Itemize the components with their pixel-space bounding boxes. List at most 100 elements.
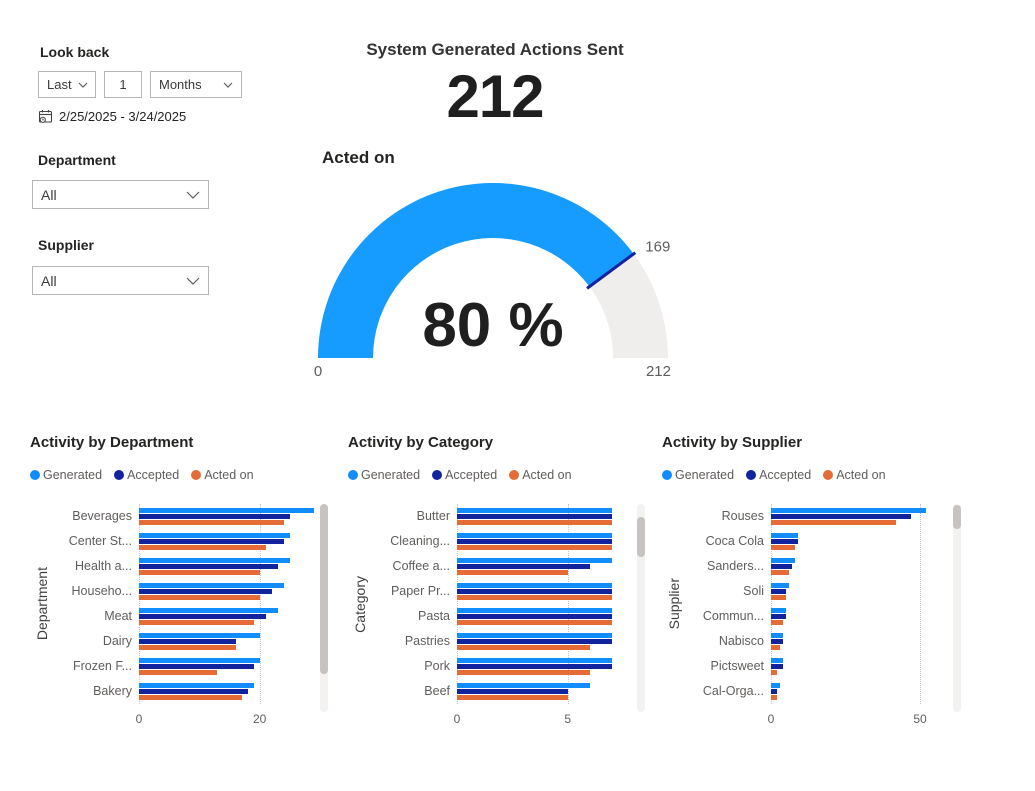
bar-generated[interactable] [139, 633, 260, 638]
scrollbar-thumb[interactable] [637, 517, 645, 557]
bar-acted-on[interactable] [771, 520, 897, 525]
bar-accepted[interactable] [457, 539, 612, 544]
bar-accepted[interactable] [771, 689, 777, 694]
bar-accepted[interactable] [771, 539, 798, 544]
bar-acted-on[interactable] [771, 645, 780, 650]
bar-generated[interactable] [771, 608, 786, 613]
bar-generated[interactable] [139, 533, 290, 538]
bar-generated[interactable] [139, 558, 290, 563]
bar-acted-on[interactable] [771, 545, 795, 550]
bar-generated[interactable] [457, 658, 612, 663]
bar-acted-on[interactable] [457, 645, 590, 650]
bar-acted-on[interactable] [139, 695, 242, 700]
bar-acted-on[interactable] [139, 545, 266, 550]
bar-generated[interactable] [457, 683, 590, 688]
bar-acted-on[interactable] [139, 620, 254, 625]
bar-accepted[interactable] [139, 614, 266, 619]
bar-acted-on[interactable] [771, 695, 777, 700]
bar-group [771, 504, 926, 529]
bar-accepted[interactable] [457, 689, 568, 694]
bar-accepted[interactable] [457, 514, 612, 519]
bar-acted-on[interactable] [457, 670, 590, 675]
bar-accepted[interactable] [139, 664, 254, 669]
bar-accepted[interactable] [139, 564, 278, 569]
bar-group [771, 529, 926, 554]
bar-acted-on[interactable] [457, 520, 612, 525]
bar-acted-on[interactable] [771, 620, 783, 625]
bar-generated[interactable] [457, 608, 612, 613]
scrollbar-thumb[interactable] [320, 504, 328, 674]
bar-accepted[interactable] [457, 564, 590, 569]
bar-generated[interactable] [139, 683, 254, 688]
bar-acted-on[interactable] [771, 570, 789, 575]
category-label: Health a... [75, 559, 132, 573]
bar-accepted[interactable] [771, 564, 792, 569]
category-label: Beef [424, 684, 450, 698]
bar-acted-on[interactable] [457, 545, 612, 550]
legend-item: Accepted [114, 468, 179, 482]
bar-accepted[interactable] [139, 689, 248, 694]
bar-acted-on[interactable] [139, 645, 236, 650]
bar-generated[interactable] [457, 558, 612, 563]
bar-group [457, 504, 612, 529]
chart-title: Activity by Category [348, 434, 494, 451]
bar-generated[interactable] [457, 533, 612, 538]
chart-legend: Generated Accepted Acted on [348, 468, 572, 482]
bar-accepted[interactable] [139, 514, 290, 519]
gauge-target-label: 169 [645, 239, 670, 256]
bar-accepted[interactable] [771, 664, 783, 669]
bar-generated[interactable] [457, 508, 612, 513]
category-label: Butter [416, 509, 450, 523]
bar-generated[interactable] [457, 583, 612, 588]
bar-accepted[interactable] [457, 664, 612, 669]
bar-accepted[interactable] [457, 614, 612, 619]
bar-accepted[interactable] [771, 589, 786, 594]
category-label: Center St... [68, 534, 132, 548]
bar-acted-on[interactable] [457, 595, 612, 600]
bar-acted-on[interactable] [139, 520, 284, 525]
bar-acted-on[interactable] [771, 670, 777, 675]
bar-accepted[interactable] [771, 614, 786, 619]
look-back-last-dropdown[interactable]: Last [38, 71, 96, 98]
bar-accepted[interactable] [139, 639, 236, 644]
bar-generated[interactable] [771, 508, 926, 513]
scrollbar-thumb[interactable] [953, 505, 961, 529]
bar-acted-on[interactable] [457, 620, 612, 625]
bar-acted-on[interactable] [457, 695, 568, 700]
plot-area [457, 504, 612, 704]
bar-accepted[interactable] [771, 514, 912, 519]
bar-accepted[interactable] [457, 589, 612, 594]
chart-scrollbar[interactable] [953, 504, 961, 712]
bar-acted-on[interactable] [139, 595, 260, 600]
bar-generated[interactable] [139, 583, 284, 588]
chart-legend: Generated Accepted Acted on [30, 468, 254, 482]
bar-acted-on[interactable] [771, 595, 786, 600]
bar-generated[interactable] [771, 633, 783, 638]
bar-generated[interactable] [457, 633, 612, 638]
bar-generated[interactable] [771, 533, 798, 538]
chart-scrollbar[interactable] [637, 504, 645, 712]
supplier-dropdown[interactable]: All [32, 266, 209, 295]
bar-generated[interactable] [139, 508, 314, 513]
category-label: Cal-Orga... [702, 684, 764, 698]
look-back-unit-dropdown[interactable]: Months [150, 71, 242, 98]
look-back-number-input[interactable] [104, 71, 142, 98]
bar-acted-on[interactable] [457, 570, 568, 575]
bar-acted-on[interactable] [139, 670, 218, 675]
bar-accepted[interactable] [457, 639, 612, 644]
bar-generated[interactable] [139, 658, 260, 663]
plot-area [771, 504, 926, 704]
department-dropdown[interactable]: All [32, 180, 209, 209]
bar-generated[interactable] [139, 608, 278, 613]
bar-accepted[interactable] [139, 539, 284, 544]
plot: Supplier Rouses Coca Cola Sanders... Soli Co… [662, 504, 926, 704]
bar-accepted[interactable] [771, 639, 783, 644]
bar-acted-on[interactable] [139, 570, 260, 575]
activity-by-department-chart: Activity by Department Generated Accepted… [20, 432, 332, 732]
bar-generated[interactable] [771, 558, 795, 563]
bar-generated[interactable] [771, 683, 780, 688]
bar-accepted[interactable] [139, 589, 272, 594]
bar-generated[interactable] [771, 583, 789, 588]
bar-generated[interactable] [771, 658, 783, 663]
chart-scrollbar[interactable] [320, 504, 328, 712]
